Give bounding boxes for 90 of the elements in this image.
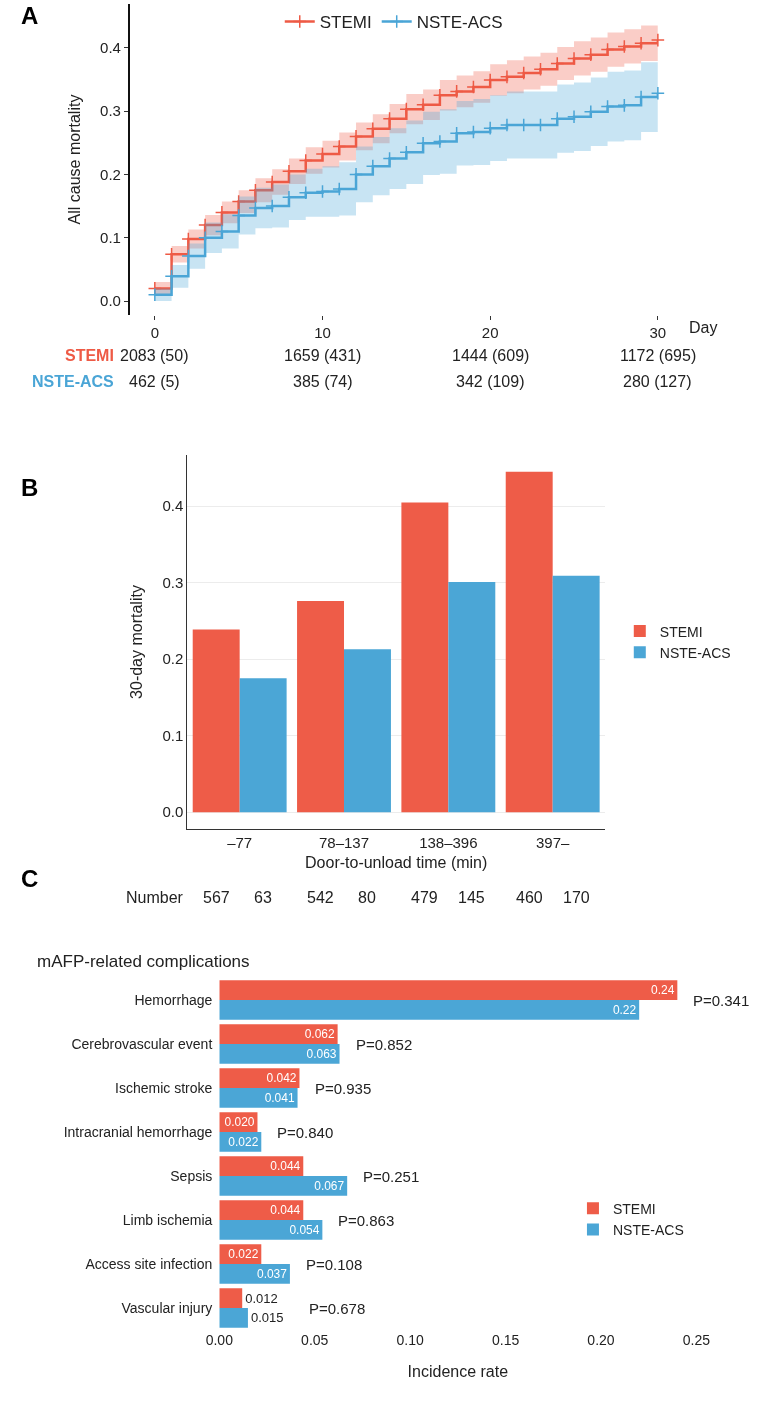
data-label: 0.015 <box>250 1310 284 1326</box>
x-tick-label: 0 <box>150 324 159 341</box>
y-tick-label: 0.1 <box>162 726 184 744</box>
text: STEMI <box>65 347 114 364</box>
annotation: P=0.341 <box>693 992 750 1009</box>
text: 1659 (431) <box>284 347 362 364</box>
annotation: P=0.251 <box>363 1168 420 1185</box>
x-tick-label: 0.25 <box>682 1332 711 1348</box>
y-tick-label: 0.2 <box>162 650 184 668</box>
x-tick-label: 0.10 <box>396 1332 424 1348</box>
x-tick-label: 397– <box>536 834 571 852</box>
y-tick-label: 0.2 <box>100 165 121 183</box>
text: B <box>21 474 39 501</box>
data-label: 0.037 <box>256 1267 288 1282</box>
legend-label: STEMI <box>319 13 372 33</box>
x-tick-label: 138–396 <box>419 834 478 852</box>
text: 342 (109) <box>456 373 525 390</box>
data-label: 0.020 <box>224 1115 255 1130</box>
chart-title: A <box>21 2 39 29</box>
text: 63 <box>254 889 272 906</box>
x-tick-label: 0.05 <box>301 1332 329 1348</box>
y-tick-label: 0.4 <box>162 497 184 515</box>
text: 479 <box>411 889 438 906</box>
text: 1172 (695) <box>620 347 697 364</box>
annotation: P=0.678 <box>309 1300 366 1317</box>
text: NSTE-ACS <box>32 373 115 390</box>
x-tick-label: 10 <box>314 324 331 341</box>
legend-label: STEMI <box>659 623 703 640</box>
annotation: P=0.108 <box>306 1256 363 1273</box>
y-tick-label: Limb ischemia <box>122 1211 213 1228</box>
y-tick-label: 0.4 <box>100 38 121 56</box>
x-tick-label: 0.20 <box>587 1332 615 1348</box>
text: Number <box>126 889 184 906</box>
text: 2083 (50) <box>120 347 189 364</box>
annotation: P=0.852 <box>356 1036 413 1053</box>
y-tick-label: Intracranial hemorrhage <box>63 1123 213 1140</box>
annotation: P=0.935 <box>315 1080 372 1097</box>
text: 460 <box>516 889 543 906</box>
x-tick-label: 20 <box>481 324 499 341</box>
annotation: P=0.840 <box>277 1124 334 1141</box>
x-tick-label: 78–137 <box>318 834 370 852</box>
y-tick-label: Sepsis <box>170 1167 213 1184</box>
data-label: 0.044 <box>270 1159 301 1174</box>
data-label: 0.067 <box>314 1179 345 1194</box>
text: 170 <box>563 889 590 906</box>
x-tick-label: 30 <box>649 324 667 341</box>
annotation: P=0.863 <box>338 1212 395 1229</box>
y-tick-label: Access site infection <box>85 1255 213 1272</box>
text: 145 <box>458 889 485 906</box>
text: 567 <box>203 889 230 906</box>
legend-label: STEMI <box>612 1200 656 1217</box>
y-tick-label: Cerebrovascular event <box>71 1035 213 1052</box>
text: 280 (127) <box>623 373 692 390</box>
x-tick-label: –77 <box>227 834 253 852</box>
legend-label: NSTE-ACS <box>659 644 731 661</box>
data-label: 0.022 <box>228 1247 259 1262</box>
text: 542 <box>307 889 334 906</box>
x-axis-title: Day <box>689 319 718 336</box>
data-label: 0.22 <box>612 1003 637 1018</box>
y-tick-label: Ischemic stroke <box>115 1079 213 1096</box>
y-tick-label: 0.3 <box>100 102 121 120</box>
data-label: 0.063 <box>306 1047 337 1062</box>
y-tick-label: 0.3 <box>162 573 184 591</box>
text: 385 (74) <box>293 373 353 390</box>
y-tick-label: Vascular injury <box>121 1299 213 1316</box>
y-tick-label: 0.0 <box>162 803 184 821</box>
data-label: 0.042 <box>266 1071 297 1086</box>
legend-label: NSTE-ACS <box>416 13 503 33</box>
y-axis-title: mAFP-related complications <box>37 952 250 971</box>
legend-label: NSTE-ACS <box>612 1221 684 1238</box>
data-label: 0.012 <box>245 1290 278 1306</box>
y-tick-label: 0.1 <box>100 228 121 246</box>
text: 80 <box>358 889 376 906</box>
x-axis-title: Door-to-unload time (min) <box>305 853 488 871</box>
y-axis-title: All cause mortality <box>66 94 84 225</box>
x-axis-title: Incidence rate <box>407 1362 509 1380</box>
data-label: 0.24 <box>651 983 675 998</box>
y-axis-title: 30-day mortality <box>128 585 146 699</box>
data-label: 0.054 <box>289 1223 320 1238</box>
data-label: 0.022 <box>228 1135 259 1150</box>
text: 1444 (609) <box>452 347 530 364</box>
y-tick-label: Hemorrhage <box>134 991 213 1008</box>
x-tick-label: 0.00 <box>205 1332 234 1348</box>
x-tick-label: 0.15 <box>491 1332 520 1348</box>
data-label: 0.041 <box>264 1091 295 1106</box>
y-tick-label: 0.0 <box>100 292 121 310</box>
data-label: 0.062 <box>304 1027 335 1042</box>
text: 462 (5) <box>129 373 180 390</box>
chart-title: C <box>21 865 39 892</box>
data-label: 0.044 <box>270 1203 301 1218</box>
